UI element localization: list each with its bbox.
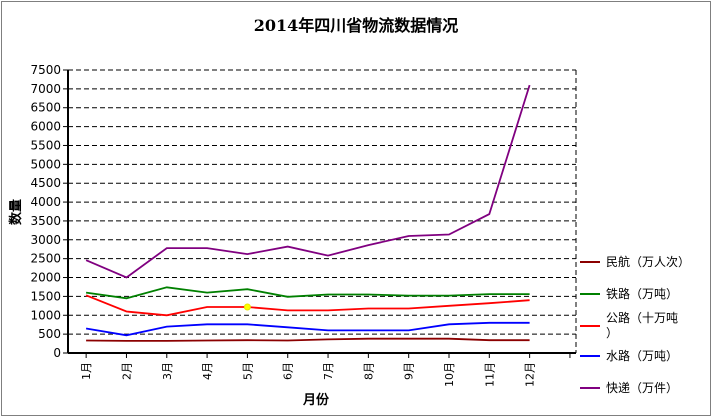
x-tick-label: 11月 [483, 362, 496, 387]
x-tick-label: 8月 [362, 362, 375, 380]
series-line-0 [86, 337, 530, 342]
y-tick-label: 1000 [30, 308, 61, 322]
y-tick-label: 7500 [30, 63, 61, 77]
plot-area: 0 500 1000 1500 2000 2500 3000 3500 4000 4500 5000… [30, 63, 577, 387]
y-tick-label: 0 [53, 346, 61, 360]
x-tick-label: 9月 [403, 362, 416, 380]
y-tick-label: 4500 [30, 176, 61, 190]
legend-label-4: 快递（万件） [606, 381, 678, 395]
y-tick-label: 6000 [30, 120, 61, 134]
x-tick-label: 1月 [80, 362, 93, 380]
legend-label-0: 民航（万人次） [606, 254, 690, 269]
y-tick-label: 500 [38, 327, 61, 341]
x-tick-label: 5月 [241, 362, 254, 380]
y-tick-label: 1500 [30, 289, 61, 303]
legend-label-3: 水路（万吨） [606, 348, 678, 363]
legend-label-1: 铁路（万吨） [606, 286, 678, 301]
x-tick-label: 4月 [201, 362, 214, 380]
legend-label-2: 公路（十万吨） [606, 310, 678, 340]
y-tick-label: 4000 [30, 195, 61, 209]
x-tick-label: 10月 [443, 362, 456, 387]
series-line-3 [85, 321, 530, 337]
x-axis-label: 月份 [302, 392, 330, 408]
series-line-4 [85, 84, 531, 279]
y-tick-label: 6500 [30, 101, 61, 115]
series-line-2 [85, 294, 530, 317]
y-axis-label: 数量 [8, 199, 24, 225]
series-line-1 [85, 286, 530, 300]
x-tick-label: 7月 [322, 362, 335, 380]
y-tick-label: 7000 [30, 82, 61, 96]
y-tick-label: 5500 [30, 138, 61, 152]
chart-title: 2014年四川省物流数据情况 [254, 16, 459, 35]
x-tick-label: 3月 [161, 362, 174, 380]
x-tick-label: 2月 [120, 362, 133, 380]
y-tick-label: 2500 [30, 252, 61, 266]
x-tick-label: 6月 [282, 362, 295, 380]
legend: 民航（万人次） 铁路（万吨） 公路（十万吨） 水路（万吨） 快递（万件） [580, 254, 690, 395]
highlight-point [243, 303, 251, 311]
y-tick-label: 2000 [30, 271, 61, 285]
y-tick-label: 3000 [30, 233, 61, 247]
y-tick-label: 5000 [30, 157, 61, 171]
y-tick-label: 3500 [30, 214, 61, 228]
x-tick-label: 12月 [524, 362, 537, 387]
